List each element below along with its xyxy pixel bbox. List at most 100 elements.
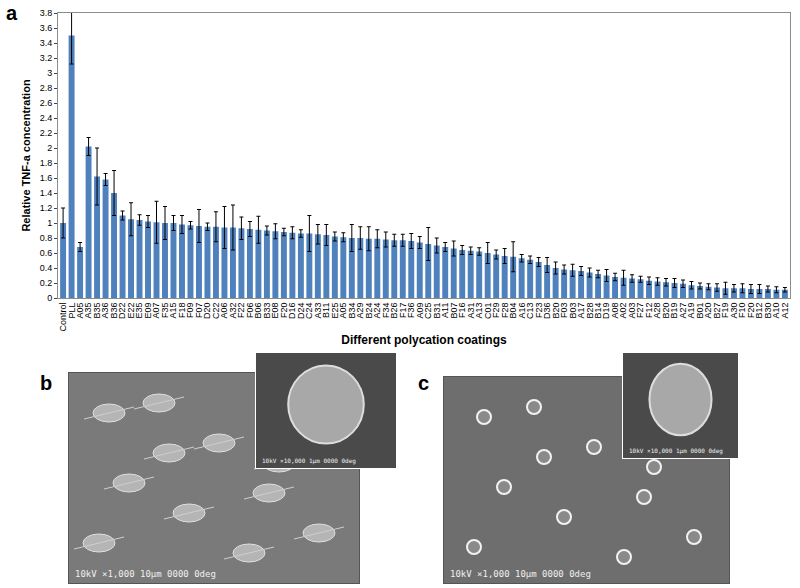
svg-text:A12: A12: [780, 303, 790, 319]
svg-text:B24: B24: [364, 303, 374, 319]
svg-text:Control: Control: [58, 303, 68, 332]
svg-text:3.6: 3.6: [40, 23, 53, 33]
svg-text:A05: A05: [75, 303, 85, 319]
svg-text:F12: F12: [644, 303, 654, 319]
svg-text:0: 0: [47, 293, 52, 303]
svg-text:3.2: 3.2: [40, 53, 53, 63]
svg-text:B04: B04: [508, 303, 518, 319]
svg-text:A36: A36: [100, 303, 110, 319]
svg-text:2.2: 2.2: [40, 128, 53, 138]
svg-text:B36: B36: [109, 303, 119, 319]
svg-text:F23: F23: [534, 303, 544, 319]
svg-text:E08: E08: [270, 303, 280, 319]
svg-text:A03: A03: [627, 303, 637, 319]
svg-text:A19: A19: [686, 303, 696, 319]
svg-text:E22: E22: [126, 303, 136, 319]
svg-text:D20: D20: [202, 303, 212, 320]
svg-text:3.8: 3.8: [40, 8, 53, 18]
svg-text:2.8: 2.8: [40, 83, 53, 93]
svg-text:C01: C01: [483, 303, 493, 320]
svg-text:F06: F06: [245, 303, 255, 319]
svg-text:F35: F35: [160, 303, 170, 319]
svg-text:A30: A30: [729, 303, 739, 319]
svg-text:D22: D22: [117, 303, 127, 320]
svg-text:F22: F22: [236, 303, 246, 319]
svg-text:A08: A08: [610, 303, 620, 319]
svg-text:A28: A28: [652, 303, 662, 319]
svg-text:A02: A02: [618, 303, 628, 319]
svg-text:2.4: 2.4: [40, 113, 53, 123]
svg-text:B19: B19: [669, 303, 679, 319]
svg-text:A24: A24: [372, 303, 382, 319]
svg-text:B12: B12: [754, 303, 764, 319]
svg-text:D19: D19: [602, 303, 612, 320]
svg-text:Relative TNF-a concentration: Relative TNF-a concentration: [20, 79, 32, 231]
svg-text:C13: C13: [525, 303, 535, 320]
svg-text:F16: F16: [457, 303, 467, 319]
svg-text:B07: B07: [449, 303, 459, 319]
svg-text:3.4: 3.4: [40, 38, 53, 48]
svg-text:A29: A29: [355, 303, 365, 319]
svg-text:A15: A15: [168, 303, 178, 319]
svg-text:D36: D36: [542, 303, 552, 320]
svg-text:D24: D24: [296, 303, 306, 320]
svg-text:C22: C22: [211, 303, 221, 320]
svg-text:1.4: 1.4: [40, 188, 53, 198]
svg-text:B06: B06: [253, 303, 263, 319]
svg-text:PLL: PLL: [67, 303, 77, 319]
svg-text:A13: A13: [474, 303, 484, 319]
svg-text:B35: B35: [92, 303, 102, 319]
svg-text:1.2: 1.2: [40, 203, 53, 213]
svg-text:F36: F36: [406, 303, 416, 319]
svg-text:B01: B01: [695, 303, 705, 319]
svg-text:F29: F29: [491, 303, 501, 319]
svg-text:C24: C24: [304, 303, 314, 320]
svg-text:A09: A09: [415, 303, 425, 319]
svg-text:B30: B30: [763, 303, 773, 319]
svg-text:E09: E09: [143, 303, 153, 319]
svg-text:2: 2: [47, 143, 52, 153]
svg-text:A31: A31: [466, 303, 476, 319]
svg-text:B33: B33: [262, 303, 272, 319]
svg-text:E35: E35: [134, 303, 144, 319]
svg-text:B27: B27: [712, 303, 722, 319]
svg-text:B03: B03: [568, 303, 578, 319]
svg-text:A05: A05: [338, 303, 348, 319]
svg-text:F07: F07: [194, 303, 204, 319]
svg-text:2.6: 2.6: [40, 98, 53, 108]
svg-text:3: 3: [47, 68, 52, 78]
svg-text:F18: F18: [177, 303, 187, 319]
svg-text:A16: A16: [517, 303, 527, 319]
svg-text:F09: F09: [185, 303, 195, 319]
svg-text:A17: A17: [576, 303, 586, 319]
svg-text:B11: B11: [321, 303, 331, 318]
svg-text:A10: A10: [771, 303, 781, 319]
svg-text:A33: A33: [313, 303, 323, 319]
svg-text:A35: A35: [83, 303, 93, 319]
svg-text:F19: F19: [720, 303, 730, 319]
svg-text:B14: B14: [593, 303, 603, 319]
svg-text:A06: A06: [219, 303, 229, 319]
svg-text:1.6: 1.6: [40, 173, 53, 183]
svg-text:B31: B31: [432, 303, 442, 319]
svg-text:Different polycation coatings: Different polycation coatings: [341, 333, 507, 347]
svg-text:1.8: 1.8: [40, 158, 53, 168]
svg-text:0.6: 0.6: [40, 248, 53, 258]
svg-text:F27: F27: [635, 303, 645, 319]
svg-text:F20: F20: [279, 303, 289, 319]
svg-text:A11: A11: [440, 303, 450, 318]
svg-text:0.8: 0.8: [40, 233, 53, 243]
svg-text:1: 1: [47, 218, 52, 228]
svg-text:B20: B20: [661, 303, 671, 319]
svg-text:B34: B34: [347, 303, 357, 319]
svg-text:B26: B26: [389, 303, 399, 319]
svg-text:C25: C25: [423, 303, 433, 320]
svg-text:B20: B20: [551, 303, 561, 319]
svg-text:F20: F20: [746, 303, 756, 319]
svg-text:E25: E25: [330, 303, 340, 319]
svg-text:0.4: 0.4: [40, 263, 53, 273]
svg-text:A32: A32: [228, 303, 238, 319]
svg-text:0.2: 0.2: [40, 278, 53, 288]
svg-text:F28: F28: [500, 303, 510, 319]
svg-text:D16: D16: [287, 303, 297, 320]
